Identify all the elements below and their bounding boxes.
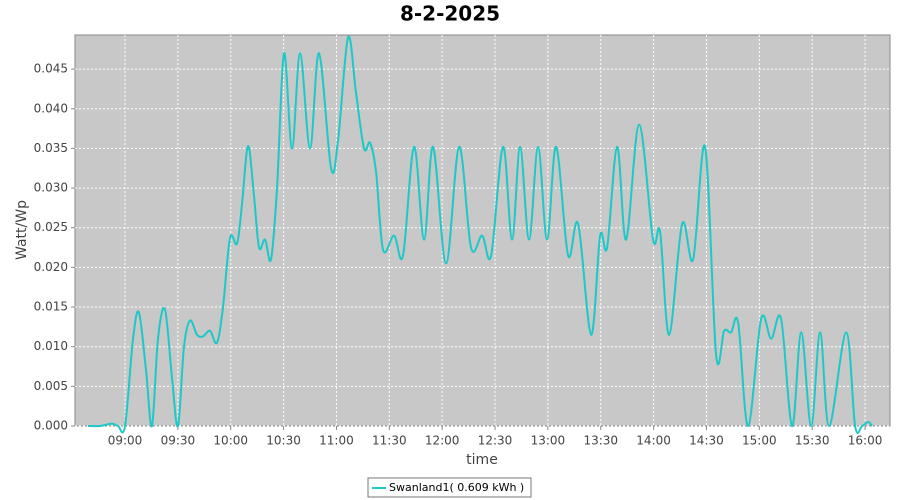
y-tick-label: 0.030 bbox=[34, 181, 68, 195]
x-tick-label: 11:30 bbox=[372, 434, 407, 448]
x-tick-label: 12:00 bbox=[425, 434, 460, 448]
legend bbox=[367, 477, 532, 498]
x-tick-label: 15:30 bbox=[795, 434, 830, 448]
x-tick-label: 16:00 bbox=[848, 434, 883, 448]
x-tick-label: 12:30 bbox=[478, 434, 513, 448]
y-tick-label: 0.035 bbox=[34, 141, 68, 155]
y-tick-label: 0.000 bbox=[34, 419, 68, 433]
y-tick-label: 0.005 bbox=[34, 379, 68, 393]
x-tick-label: 15:00 bbox=[742, 434, 777, 448]
x-tick-label: 13:30 bbox=[583, 434, 618, 448]
legend-label: Swanland1( 0.609 kWh ) bbox=[389, 481, 524, 494]
x-tick-label: 13:00 bbox=[531, 434, 566, 448]
chart-title: 8-2-2025 bbox=[400, 2, 500, 26]
x-tick-label: 10:30 bbox=[266, 434, 301, 448]
x-tick-label: 09:00 bbox=[108, 434, 143, 448]
y-axis-label: Watt/Wp bbox=[14, 200, 30, 260]
x-tick-label: 11:00 bbox=[319, 434, 354, 448]
x-tick-label: 14:30 bbox=[689, 434, 724, 448]
y-tick-label: 0.010 bbox=[34, 339, 68, 353]
x-axis-label: time bbox=[466, 452, 498, 468]
data-line bbox=[87, 35, 873, 435]
x-tick-label: 09:30 bbox=[161, 434, 196, 448]
plot-area bbox=[74, 34, 891, 427]
x-tick-label: 10:00 bbox=[213, 434, 248, 448]
y-tick-label: 0.015 bbox=[34, 300, 68, 314]
y-tick-label: 0.040 bbox=[34, 101, 68, 115]
y-tick-label: 0.020 bbox=[34, 260, 68, 274]
y-tick-label: 0.045 bbox=[34, 62, 68, 76]
y-tick-label: 0.025 bbox=[34, 220, 68, 234]
x-tick-label: 14:00 bbox=[636, 434, 671, 448]
